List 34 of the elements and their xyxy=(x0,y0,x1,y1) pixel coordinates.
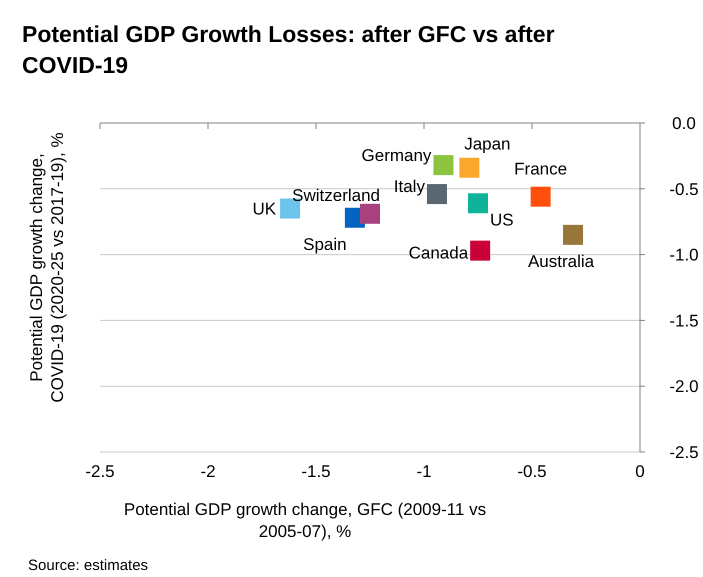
series-label: Australia xyxy=(528,252,595,271)
point xyxy=(470,240,490,261)
point xyxy=(563,224,584,245)
x-tick-label: -2.5 xyxy=(85,462,115,481)
x-tick-label: -2 xyxy=(200,462,216,481)
series-label: France xyxy=(514,160,568,179)
series-label: US xyxy=(490,210,514,230)
x-tick-label: 0 xyxy=(635,462,645,481)
point xyxy=(360,204,380,224)
point xyxy=(468,193,488,214)
point xyxy=(426,184,447,204)
point xyxy=(433,155,454,176)
y-tick-label: -0.5 xyxy=(669,180,699,199)
chart-title: Potential GDP Growth Losses: after GFC vs after COVID-19 xyxy=(22,21,555,78)
y-tick-label: -2.0 xyxy=(669,377,699,396)
x-tick-label: -0.5 xyxy=(517,462,547,481)
point xyxy=(530,186,551,207)
x-tick-label: -1.5 xyxy=(301,462,331,481)
source-note: Source: estimates xyxy=(28,557,148,574)
y-tick-label: -1.5 xyxy=(669,311,699,330)
y-axis-title: Potential GDP growth change, COVID-19 (2020-25 vs 2017-19), % xyxy=(27,132,67,403)
x-tick-label: -1 xyxy=(416,462,432,481)
series-label: Japan xyxy=(464,134,511,154)
series-label: Italy xyxy=(394,177,426,196)
point xyxy=(459,158,480,178)
series-label: UK xyxy=(252,200,277,219)
y-tick-label: -2.5 xyxy=(669,443,699,462)
series-label: Spain xyxy=(303,234,347,254)
series-label: Canada xyxy=(408,244,469,263)
series-label: Switzerland xyxy=(292,186,380,205)
series-label: Germany xyxy=(362,146,432,166)
y-tick-label: -1.0 xyxy=(669,246,699,265)
y-tick-label: 0.0 xyxy=(672,114,696,133)
x-axis-title: Potential GDP growth change, GFC (2009-11 vs 2005-07), % xyxy=(124,500,486,541)
